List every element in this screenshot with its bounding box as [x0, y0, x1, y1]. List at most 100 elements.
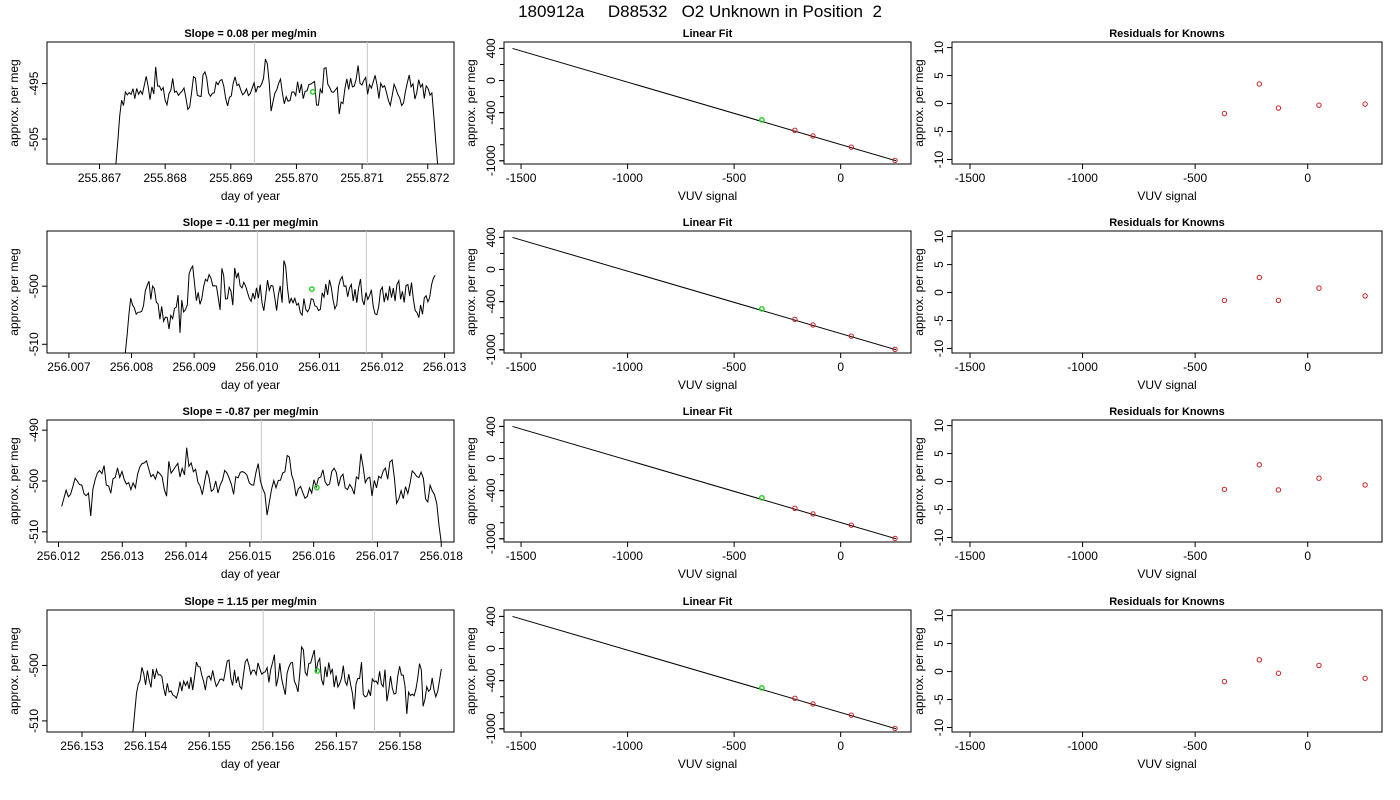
y-tick-label: 5: [932, 72, 946, 79]
data-trace: [124, 260, 436, 354]
panel-title: Linear Fit: [683, 217, 733, 229]
x-tick-label: -1000: [612, 739, 643, 753]
y-tick-label: -1000: [484, 334, 498, 365]
panel-title: Residuals for Knowns: [1109, 217, 1225, 229]
plot-frame: [951, 609, 1383, 733]
fit-line: [512, 236, 897, 351]
residual-point: [1256, 81, 1263, 87]
y-axis-label: approx. per meg: [464, 437, 478, 524]
y-tick-label: 0: [932, 668, 946, 675]
y-tick-label: 5: [932, 261, 946, 268]
residual-point: [1362, 675, 1368, 681]
panel-title: Residuals for Knowns: [1109, 406, 1225, 418]
x-axis-label: VUV signal: [1137, 189, 1196, 203]
y-tick-label: -10: [932, 529, 946, 547]
y-tick-label: -500: [27, 274, 41, 298]
x-tick-label: -1500: [506, 171, 537, 185]
residual-point: [1316, 662, 1322, 669]
y-tick-label: -510: [27, 709, 41, 733]
x-axis-label: day of year: [221, 189, 280, 203]
known-point: [810, 511, 816, 517]
known-point: [792, 316, 798, 322]
x-tick-label: 0: [1304, 549, 1311, 563]
plot-frame: [46, 41, 455, 165]
x-tick-label: 256.158: [378, 739, 422, 753]
y-tick-label: 5: [932, 640, 946, 647]
x-tick-label: 256.013: [101, 549, 145, 563]
data-trace: [115, 58, 439, 165]
x-tick-label: -1000: [1067, 739, 1098, 753]
x-tick-label: 255.868: [143, 171, 187, 185]
y-tick-label: -10: [932, 719, 946, 737]
x-tick-label: -1000: [612, 171, 643, 185]
data-trace: [132, 645, 442, 733]
y-tick-label: 0: [932, 478, 946, 485]
plot-frame: [951, 230, 1383, 354]
y-tick-label: 400: [484, 227, 498, 247]
panel-title: Residuals for Knowns: [1109, 28, 1225, 40]
y-tick-label: 10: [932, 609, 946, 623]
y-tick-label: -10: [932, 340, 946, 358]
y-tick-label: -400: [484, 478, 498, 502]
known-point: [892, 725, 898, 732]
x-tick-label: 255.869: [209, 171, 253, 185]
y-tick-label: 10: [932, 41, 946, 55]
x-tick-label: -1500: [955, 739, 986, 753]
residual-point: [1275, 670, 1282, 676]
x-tick-label: 255.867: [78, 171, 122, 185]
unknown-marker: [308, 286, 315, 292]
x-axis-label: VUV signal: [1137, 757, 1196, 771]
known-point: [792, 505, 798, 511]
residual-point: [1362, 101, 1368, 107]
unknown-point: [758, 684, 765, 691]
x-axis-label: day of year: [221, 757, 280, 771]
residual-point: [1275, 297, 1282, 304]
x-tick-label: 256.011: [298, 360, 341, 374]
fit-line: [512, 425, 897, 540]
y-axis-label: approx. per meg: [912, 437, 926, 524]
x-tick-label: 256.014: [164, 549, 208, 563]
y-axis-label: approx. per meg: [912, 248, 926, 335]
unknown-marker: [314, 668, 321, 674]
plot-frame: [951, 419, 1383, 543]
y-axis-label: approx. per meg: [7, 627, 21, 714]
y-tick-label: 0: [932, 289, 946, 296]
fit-line: [512, 615, 897, 730]
known-point: [792, 695, 798, 701]
plot-frame: [46, 609, 455, 733]
known-point: [892, 157, 898, 164]
known-point: [848, 522, 855, 528]
known-point: [810, 322, 816, 328]
panel-title: Slope = -0.11 per meg/min: [183, 217, 319, 229]
known-point: [848, 144, 855, 150]
x-tick-label: 256.154: [124, 739, 168, 753]
x-tick-label: 256.012: [360, 360, 404, 374]
known-point: [810, 133, 816, 139]
y-axis-label: approx. per meg: [912, 627, 926, 714]
x-tick-label: -1000: [1067, 171, 1098, 185]
residual-point: [1275, 487, 1282, 493]
unknown-marker: [309, 89, 316, 95]
x-tick-label: 256.156: [251, 739, 295, 753]
x-tick-label: 256.157: [315, 739, 359, 753]
known-point: [892, 346, 898, 353]
x-tick-label: 255.870: [275, 171, 319, 185]
y-tick-label: 400: [484, 416, 498, 436]
y-tick-label: -500: [27, 653, 41, 677]
x-tick-label: -1500: [506, 360, 537, 374]
y-tick-label: -400: [484, 100, 498, 124]
x-tick-label: 256.017: [356, 549, 400, 563]
panel-title: Slope = 0.08 per meg/min: [184, 28, 317, 40]
y-tick-label: -5: [932, 694, 946, 705]
y-tick-label: -400: [484, 668, 498, 692]
y-tick-label: -490: [27, 418, 41, 442]
residual-point: [1221, 110, 1228, 117]
y-axis-label: approx. per meg: [464, 627, 478, 714]
y-axis-label: approx. per meg: [464, 248, 478, 335]
y-tick-label: 0: [484, 645, 498, 652]
x-tick-label: 255.871: [340, 171, 384, 185]
plot-frame: [46, 230, 455, 354]
x-tick-label: 0: [1304, 739, 1311, 753]
x-tick-label: 0: [837, 549, 844, 563]
